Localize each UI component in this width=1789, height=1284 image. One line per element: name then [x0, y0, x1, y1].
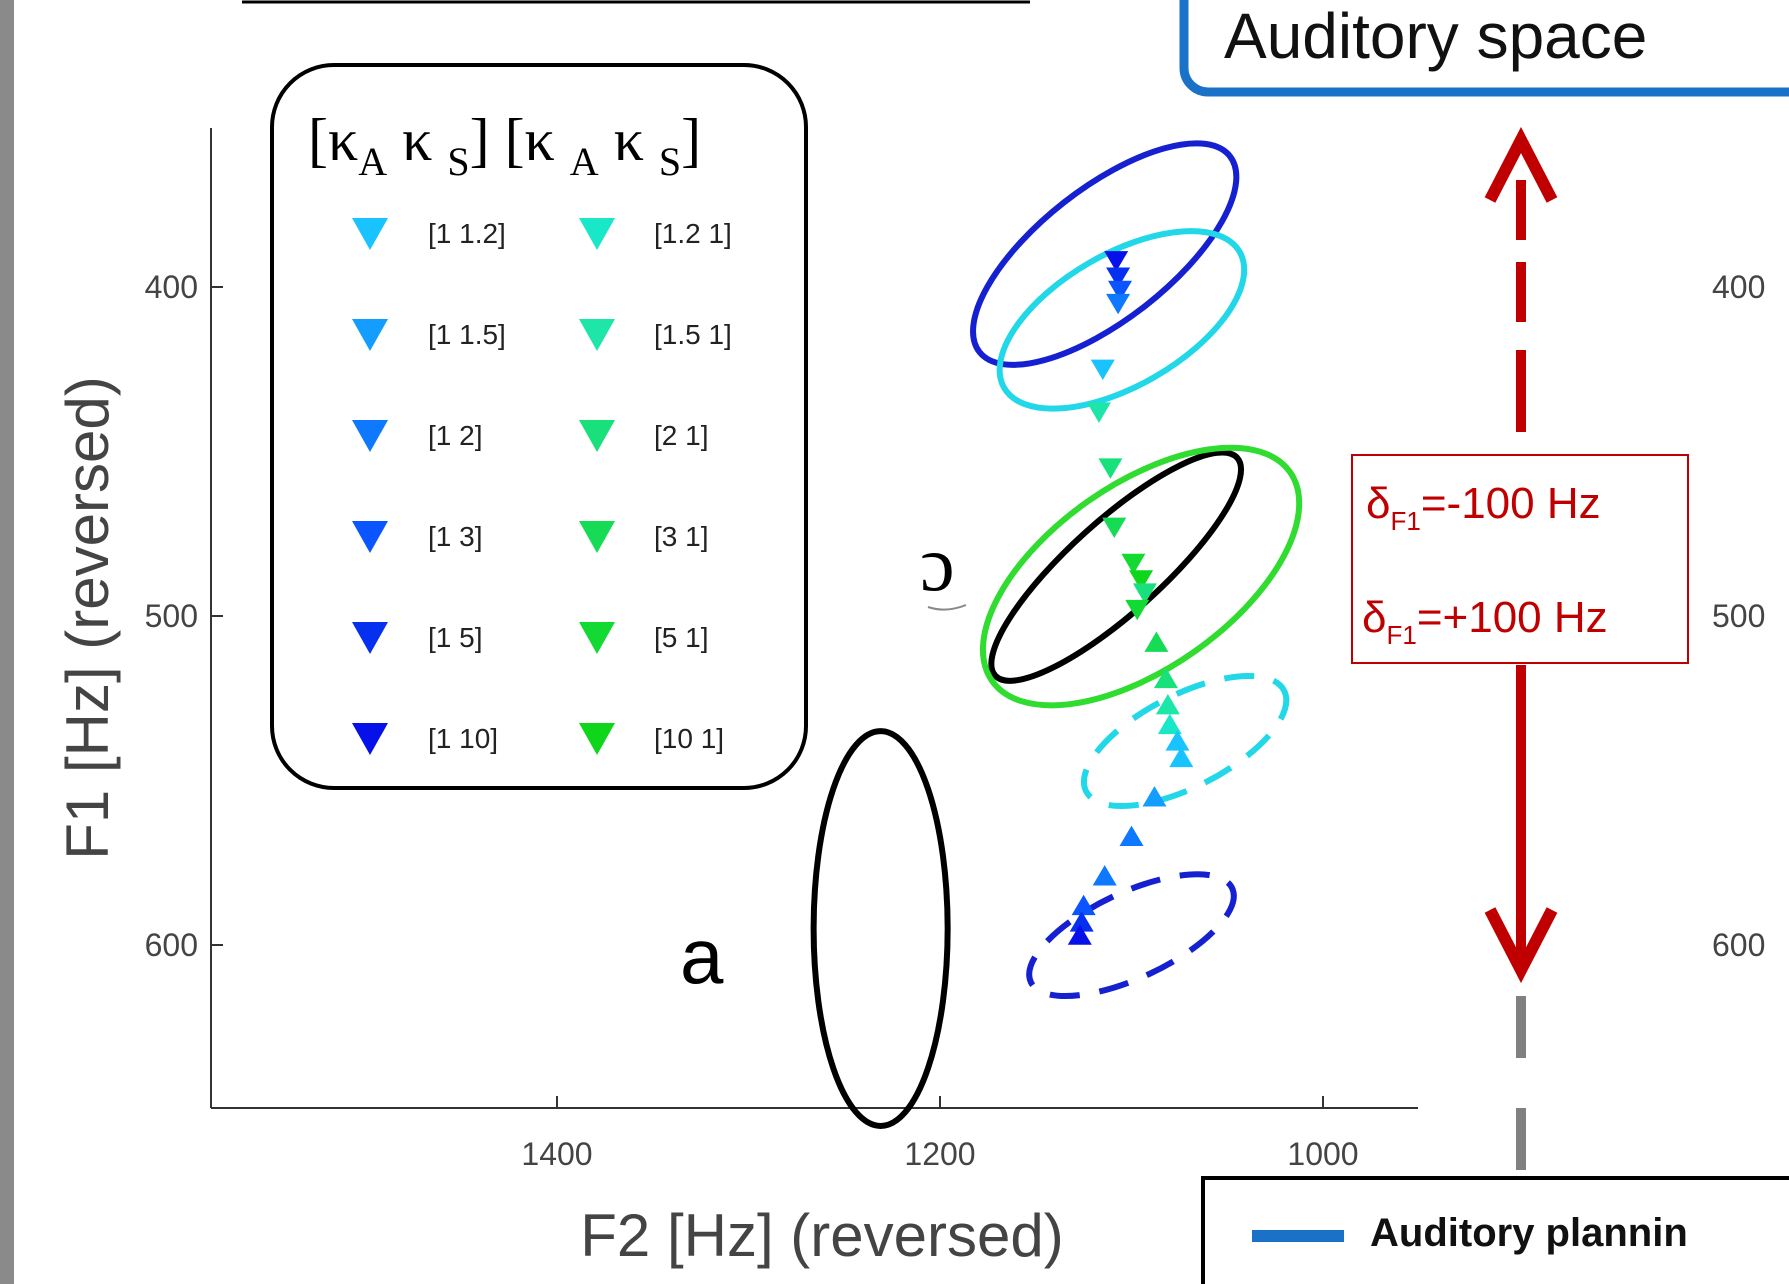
y-tick-label: 500	[145, 598, 198, 634]
vowel-label-open-o-mark	[927, 604, 967, 611]
legend-marker-right	[579, 218, 615, 250]
down-triangle-marker	[1129, 570, 1154, 591]
legend-label-right: [3 1]	[654, 521, 708, 552]
ellipse-solid	[979, 444, 1303, 709]
down-triangle-marker	[1121, 553, 1146, 575]
delta-box	[1351, 454, 1689, 664]
ellipse-vowel	[810, 728, 951, 1129]
down-triangle-marker	[1106, 267, 1131, 288]
legend-label-right: [1.5 1]	[654, 319, 732, 350]
down-triangle-marker	[1104, 251, 1129, 272]
auditory-space-box	[1179, 0, 1789, 97]
right-axis-ticks: 400 500 600	[1712, 269, 1765, 963]
legend-label-right: [1.2 1]	[654, 218, 732, 249]
ellipse-solid	[970, 140, 1240, 368]
ellipses-layer	[810, 140, 1303, 1129]
legend-label-left: [1 1.5]	[428, 319, 506, 350]
down-triangle-marker	[1098, 458, 1123, 479]
legend-marker-left	[352, 319, 388, 351]
right-y-tick-label: 400	[1712, 269, 1765, 305]
up-triangle-marker	[1165, 730, 1190, 751]
legend-label-left: [1 5]	[428, 622, 482, 653]
down-triangle-marker	[1102, 517, 1127, 538]
x-tick-label: 1400	[521, 1136, 592, 1172]
y-axis-label: F1 [Hz] (reversed)	[54, 376, 121, 859]
right-y-tick-label: 500	[1712, 598, 1765, 634]
ellipse-solid	[996, 228, 1248, 412]
ellipse-dashed	[1026, 871, 1237, 1000]
legend-label-left: [1 10]	[428, 723, 498, 754]
legend-label-right: [5 1]	[654, 622, 708, 653]
down-triangle-marker	[1125, 599, 1150, 621]
right-y-tick-label: 600	[1712, 927, 1765, 963]
y-axis-ticks: 400 500 600	[145, 269, 223, 963]
legend-marker-left	[352, 521, 388, 553]
triangles-layer	[1067, 251, 1194, 945]
up-triangle-marker	[1153, 667, 1178, 689]
legend-label-left: [1 1.2]	[428, 218, 506, 249]
legend-marker-right	[579, 319, 615, 351]
vowel-label-a: a	[680, 912, 724, 1000]
legend-marker-right	[579, 622, 615, 654]
auditory-space-title: Auditory space	[1224, 0, 1647, 72]
up-triangle-marker	[1169, 746, 1194, 768]
y-tick-label: 600	[145, 927, 198, 963]
red-arrow-up	[1484, 126, 1558, 432]
up-triangle-marker	[1092, 865, 1117, 886]
down-triangle-marker	[1086, 402, 1111, 423]
up-triangle-marker	[1144, 631, 1169, 652]
red-arrow-down	[1484, 665, 1558, 984]
down-triangle-marker	[1132, 583, 1157, 604]
up-triangle-marker	[1155, 694, 1180, 715]
legend-marker-left	[352, 622, 388, 654]
legend-marker-left	[352, 723, 388, 755]
up-triangle-marker	[1157, 713, 1182, 735]
down-triangle-marker	[1106, 293, 1131, 315]
x-axis-label: F2 [Hz] (reversed)	[580, 1202, 1063, 1269]
x-axis-ticks: 1400 1200 1000	[521, 1096, 1359, 1172]
down-triangle-marker	[1090, 359, 1115, 381]
delta-minus-label: δF1=-100 Hz	[1366, 479, 1601, 536]
legend-label-right: [10 1]	[654, 723, 724, 754]
legend-marker-left	[352, 420, 388, 452]
legend-marker-right	[579, 521, 615, 553]
ellipse-dashed	[1080, 673, 1290, 810]
y-tick-label: 400	[145, 269, 198, 305]
legend-marker-right	[579, 420, 615, 452]
legend-marker-left	[352, 218, 388, 250]
vowel-label-open-o: ɔ	[920, 520, 955, 607]
delta-plus-label: δF1=+100 Hz	[1362, 593, 1608, 650]
legend-label-left: [1 3]	[428, 521, 482, 552]
up-triangle-marker	[1142, 786, 1167, 807]
x-tick-label: 1200	[904, 1136, 975, 1172]
up-triangle-marker	[1119, 825, 1144, 847]
x-tick-label: 1000	[1287, 1136, 1358, 1172]
up-triangle-marker	[1067, 924, 1092, 945]
down-triangle-marker	[1108, 280, 1133, 302]
legend-label-left: [1 2]	[428, 420, 482, 451]
legend-items: [1 1.2] [1.2 1] [1 1.5] [1.5 1] [1 2] [2 1] [1…	[352, 218, 732, 755]
legend-marker-right	[579, 723, 615, 755]
legend-box	[270, 63, 808, 790]
left-edge-strip	[0, 0, 14, 1284]
legend-label-right: [2 1]	[654, 420, 708, 451]
up-triangle-marker	[1071, 894, 1096, 916]
up-triangle-marker	[1069, 911, 1094, 932]
planning-legend-label: Auditory plannin	[1370, 1211, 1688, 1255]
